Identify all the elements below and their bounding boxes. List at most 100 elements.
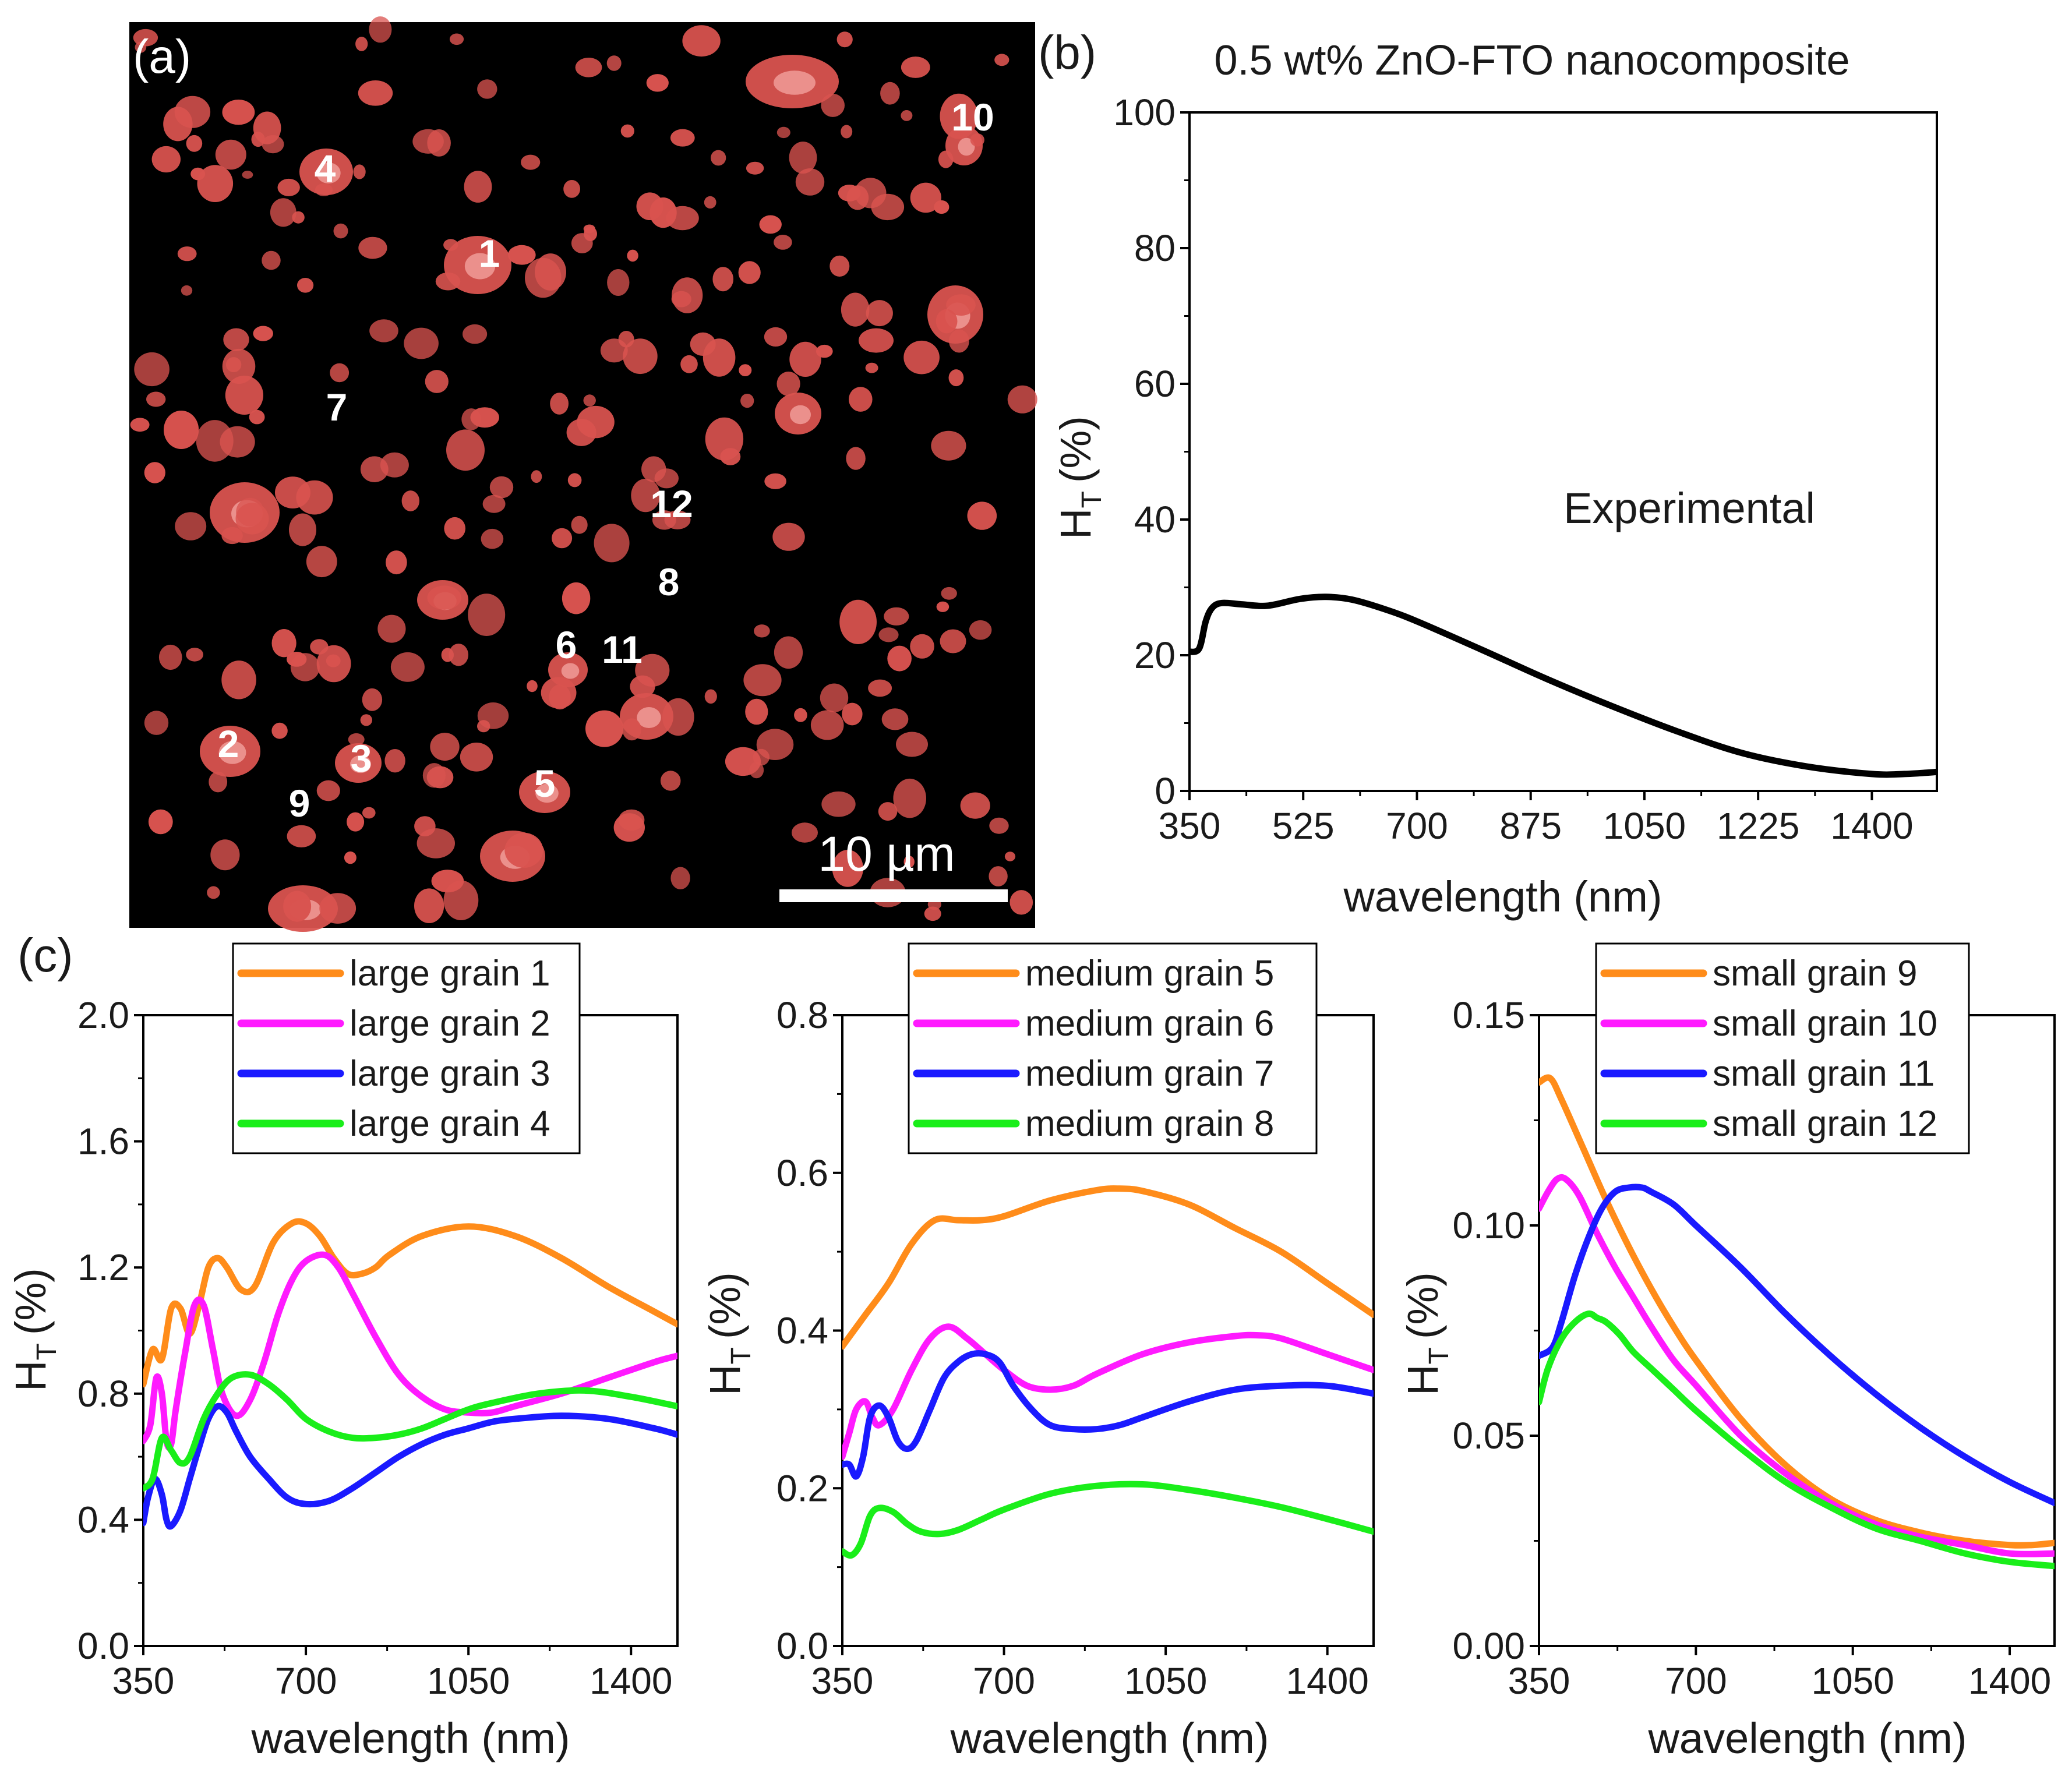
grain-blob bbox=[618, 331, 634, 348]
grain-label-1: 1 bbox=[479, 232, 500, 275]
grain-blob bbox=[460, 743, 493, 772]
grain-blob bbox=[704, 196, 716, 209]
grain-blob bbox=[594, 524, 630, 563]
grain-blob bbox=[846, 447, 866, 470]
chart-c2-ylabel-text: HT (%) bbox=[701, 1272, 757, 1396]
grain-highlight bbox=[350, 755, 371, 773]
grain-blob bbox=[563, 180, 580, 198]
grain-blob bbox=[414, 888, 444, 923]
chart-c2-ylabel-unit: (%) bbox=[701, 1272, 749, 1339]
grain-blob bbox=[316, 780, 340, 801]
grain-blob bbox=[207, 886, 220, 899]
chart-c1-legend-label: large grain 4 bbox=[350, 1104, 550, 1144]
grain-blob bbox=[225, 376, 263, 415]
grain-blob bbox=[936, 309, 958, 334]
grain-label-2: 2 bbox=[218, 722, 239, 765]
grain-blob bbox=[821, 791, 856, 817]
grain-blob bbox=[209, 771, 228, 793]
grain-blob bbox=[842, 702, 863, 726]
chart-b-ytick-label: 100 bbox=[1113, 91, 1176, 133]
grain-blob bbox=[680, 355, 698, 373]
grain-blob bbox=[704, 689, 717, 704]
grain-blob bbox=[868, 679, 892, 697]
grain-blob bbox=[444, 517, 465, 540]
grain-blob bbox=[745, 698, 768, 725]
grain-blob bbox=[151, 146, 181, 173]
grain-blob bbox=[481, 528, 504, 549]
grain-blob bbox=[712, 267, 733, 292]
grain-blob bbox=[380, 452, 409, 478]
chart-c2-series-line-3 bbox=[842, 1349, 1374, 1480]
grain-blob bbox=[650, 197, 677, 228]
grain-blob bbox=[622, 718, 641, 741]
grain-blob bbox=[789, 341, 821, 377]
grain-blob bbox=[967, 501, 997, 530]
chart-c1-series-line-2 bbox=[143, 1251, 677, 1451]
chart-c1-ytick-label: 2.0 bbox=[77, 994, 129, 1036]
panel-c2: 350 700 1050 1400 0.0 0.2 0.4 0.6 0.8 medium grai… bbox=[701, 942, 1375, 1762]
grain-highlight bbox=[774, 70, 816, 95]
grain-blob bbox=[296, 278, 314, 293]
chart-c3-series-line-1 bbox=[1539, 1074, 2055, 1549]
grain-blob bbox=[949, 329, 969, 353]
panel-label-a: (a) bbox=[133, 30, 191, 83]
grain-blob bbox=[158, 644, 182, 670]
grain-blob bbox=[197, 165, 234, 202]
chart-c1-xlabel: wavelength (nm) bbox=[250, 1714, 570, 1762]
grain-blob bbox=[449, 644, 468, 666]
grain-blob bbox=[903, 340, 940, 375]
grain-blob bbox=[1009, 890, 1033, 915]
grain-blob bbox=[461, 408, 481, 430]
chart-c3-ytick-label: 0.05 bbox=[1452, 1415, 1525, 1457]
grain-label-9: 9 bbox=[289, 782, 310, 825]
grain-blob bbox=[969, 620, 992, 640]
grain-blob bbox=[938, 150, 954, 168]
grain-blob bbox=[994, 54, 1009, 66]
grain-blob bbox=[941, 587, 957, 600]
grain-blob bbox=[144, 462, 165, 483]
chart-b-xlabel: wavelength (nm) bbox=[1343, 872, 1662, 921]
chart-c3-ytick-label: 0.15 bbox=[1452, 994, 1525, 1036]
grain-blob bbox=[348, 733, 365, 746]
grain-blob bbox=[271, 629, 296, 658]
grain-blob bbox=[362, 688, 383, 711]
grain-blob bbox=[896, 732, 928, 757]
grain-blob bbox=[552, 528, 573, 549]
chart-c2-xtick-label: 700 bbox=[973, 1660, 1035, 1702]
grain-blob bbox=[585, 710, 624, 747]
chart-c1-ytick-label: 0.8 bbox=[77, 1373, 129, 1415]
grain-blob bbox=[946, 294, 976, 316]
grain-blob bbox=[271, 722, 288, 739]
chart-c1-ytick-label: 0.4 bbox=[77, 1499, 129, 1541]
chart-b-xtick-label: 350 bbox=[1159, 805, 1221, 847]
chart-c3-ytick-label: 0.10 bbox=[1452, 1204, 1525, 1246]
chart-c1-ylabel: HT (%) bbox=[6, 1268, 62, 1391]
chart-c1-xtick-label: 1400 bbox=[590, 1660, 672, 1702]
chart-c2-ytick-label: 0.0 bbox=[776, 1625, 828, 1667]
chart-c3-ytick-label: 0.00 bbox=[1452, 1625, 1525, 1667]
chart-b-ylabel-text: HT (%) bbox=[1051, 416, 1107, 539]
chart-c1-legend-label: large grain 2 bbox=[350, 1004, 550, 1044]
grain-blob bbox=[377, 614, 406, 643]
chart-c2-plot: 350 700 1050 1400 0.0 0.2 0.4 0.6 0.8 medium grai… bbox=[776, 942, 1375, 1702]
grain-label-8: 8 bbox=[658, 560, 680, 603]
grain-blob bbox=[289, 513, 316, 546]
grain-label-5: 5 bbox=[534, 762, 556, 805]
chart-c1-ylabel-text: HT (%) bbox=[6, 1268, 62, 1391]
grain-blob bbox=[859, 328, 894, 353]
grain-blob bbox=[333, 223, 348, 239]
chart-b-annotation: Experimental bbox=[1563, 484, 1815, 532]
chart-b-ytick-label: 40 bbox=[1134, 499, 1176, 540]
grain-blob bbox=[620, 124, 634, 138]
chart-c2-legend-label: medium grain 5 bbox=[1025, 953, 1274, 994]
grain-blob bbox=[884, 607, 909, 626]
grain-blob bbox=[836, 31, 853, 48]
chart-c1-legend-label: large grain 3 bbox=[350, 1054, 550, 1094]
grain-blob bbox=[477, 79, 497, 99]
grain-blob bbox=[571, 515, 588, 534]
grain-blob bbox=[144, 711, 169, 735]
chart-b-ylabel: HT (%) bbox=[1051, 416, 1107, 539]
grain-blob bbox=[384, 749, 405, 773]
grain-blob bbox=[287, 825, 316, 847]
